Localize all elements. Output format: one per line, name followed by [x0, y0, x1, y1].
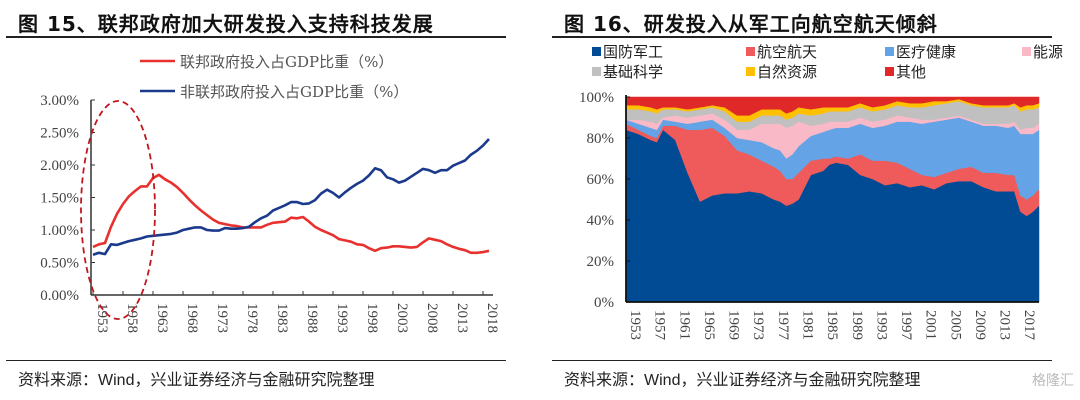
x-tick-label: 1963 — [154, 303, 170, 333]
right-source-rule — [552, 360, 1052, 361]
right-stacked-area-chart: 0% 20% 40% 60% 80% 100% 1953 1957 1961 1965 1969 19… — [579, 43, 1063, 341]
legend-swatch-2 — [885, 47, 894, 56]
legend-swatch-5 — [746, 67, 755, 76]
x-tick-label: 1988 — [304, 303, 320, 333]
y-tick-label: 2.50% — [40, 126, 79, 142]
right-source-en: Wind — [644, 372, 681, 389]
x-tick-label: 1978 — [244, 303, 260, 333]
x-tick-label: 1961 — [676, 310, 692, 340]
x-tick-label: 1965 — [701, 310, 717, 340]
legend-swatch-6 — [885, 67, 894, 76]
x-tick-label: 1993 — [873, 310, 889, 340]
series-line-0 — [92, 173, 490, 255]
right-figure-title: 图 16、研发投入从军工向航空航天倾斜 — [564, 12, 938, 36]
legend-swatch-4 — [592, 67, 601, 76]
y-tick-label: 0.00% — [40, 288, 79, 304]
left-title-rule — [6, 36, 506, 38]
legend-label-6: 其他 — [896, 63, 926, 81]
x-tick-label: 1981 — [799, 310, 815, 340]
left-source-prefix: 资料来源： — [18, 370, 99, 389]
y-tick-label: 40% — [587, 213, 615, 229]
x-tick-label: 1958 — [124, 303, 140, 333]
left-source-note: 资料来源：Wind，兴业证券经济与金融研究院整理 — [18, 366, 374, 390]
x-tick-label: 1973 — [214, 303, 230, 333]
series-line-1 — [92, 138, 490, 256]
right-source-prefix: 资料来源： — [564, 370, 645, 389]
legend-label-1: 航空航天 — [757, 43, 817, 61]
x-tick-label: 2001 — [923, 310, 939, 340]
x-tick-label: 2013 — [997, 310, 1013, 340]
right-source-suffix: ，兴业证券经济与金融研究院整理 — [680, 370, 921, 389]
y-tick-label: 20% — [587, 254, 615, 270]
legend-label-0: 国防军工 — [603, 43, 663, 61]
right-source-note: 资料来源：Wind，兴业证券经济与金融研究院整理 — [564, 366, 920, 390]
y-tick-label: 2.00% — [40, 158, 79, 174]
right-figure-panel: 图 16、研发投入从军工向航空航天倾斜 0% 20% 40% 60% 80% 100% 19… — [540, 0, 1080, 400]
right-title-rule — [552, 36, 1052, 38]
highlight-ellipse-annotation — [80, 100, 156, 320]
legend-label-3: 能源 — [1033, 43, 1063, 61]
legend-swatch-0 — [592, 47, 601, 56]
left-source-en: Wind — [98, 372, 135, 389]
x-tick-label: 2003 — [394, 303, 410, 333]
x-tick-label: 1989 — [849, 310, 865, 340]
y-tick-label: 1.50% — [40, 191, 79, 207]
y-tick-label: 100% — [579, 90, 614, 106]
x-tick-label: 1997 — [898, 310, 914, 341]
legend-label-1: 非联邦政府投入占GDP比重（%） — [180, 83, 408, 101]
x-tick-label: 2017 — [1021, 310, 1037, 341]
left-figure-panel: 图 15、联邦政府加大研发投入支持科技发展 0.00% 0.50% 1.00% 1.5… — [6, 12, 506, 390]
legend-swatch-3 — [1022, 47, 1031, 56]
legend-label-0: 联邦政府投入占GDP比重（%） — [180, 53, 393, 71]
x-tick-label: 1957 — [652, 310, 668, 341]
x-tick-label: 1998 — [364, 303, 380, 333]
legend-label-4: 基础科学 — [603, 63, 663, 81]
y-tick-label: 3.00% — [40, 93, 79, 109]
left-source-suffix: ，兴业证券经济与金融研究院整理 — [134, 370, 375, 389]
x-tick-label: 2009 — [972, 310, 988, 340]
legend-label-5: 自然资源 — [757, 63, 817, 81]
x-tick-label: 1968 — [184, 303, 200, 333]
left-source-rule — [6, 360, 506, 361]
left-figure-title: 图 15、联邦政府加大研发投入支持科技发展 — [18, 12, 434, 36]
x-tick-label: 1977 — [775, 310, 791, 341]
legend-swatch-1 — [746, 47, 755, 56]
watermark-logo: 格隆汇 — [1032, 373, 1074, 389]
x-tick-label: 1985 — [824, 310, 840, 340]
x-tick-label: 2005 — [947, 310, 963, 340]
y-tick-label: 60% — [587, 172, 615, 188]
left-line-chart: 0.00% 0.50% 1.00% 1.50% 2.00% 2.50% 3.00% 1953 1… — [40, 53, 500, 333]
x-tick-label: 1953 — [94, 303, 110, 333]
x-tick-label: 1969 — [726, 310, 742, 340]
y-tick-label: 80% — [587, 131, 615, 147]
legend-label-2: 医疗健康 — [896, 43, 956, 61]
x-tick-label: 1953 — [627, 310, 643, 340]
y-tick-label: 0.50% — [40, 256, 79, 272]
x-tick-label: 1983 — [274, 303, 290, 333]
x-tick-label: 2013 — [454, 303, 470, 333]
x-tick-label: 2018 — [484, 303, 500, 333]
y-tick-label: 0% — [594, 295, 614, 311]
x-tick-label: 1993 — [334, 303, 350, 333]
y-tick-label: 1.00% — [40, 223, 79, 239]
x-tick-label: 2008 — [424, 303, 440, 333]
area-layer-6 — [625, 96, 1040, 116]
x-tick-label: 1973 — [750, 310, 766, 340]
